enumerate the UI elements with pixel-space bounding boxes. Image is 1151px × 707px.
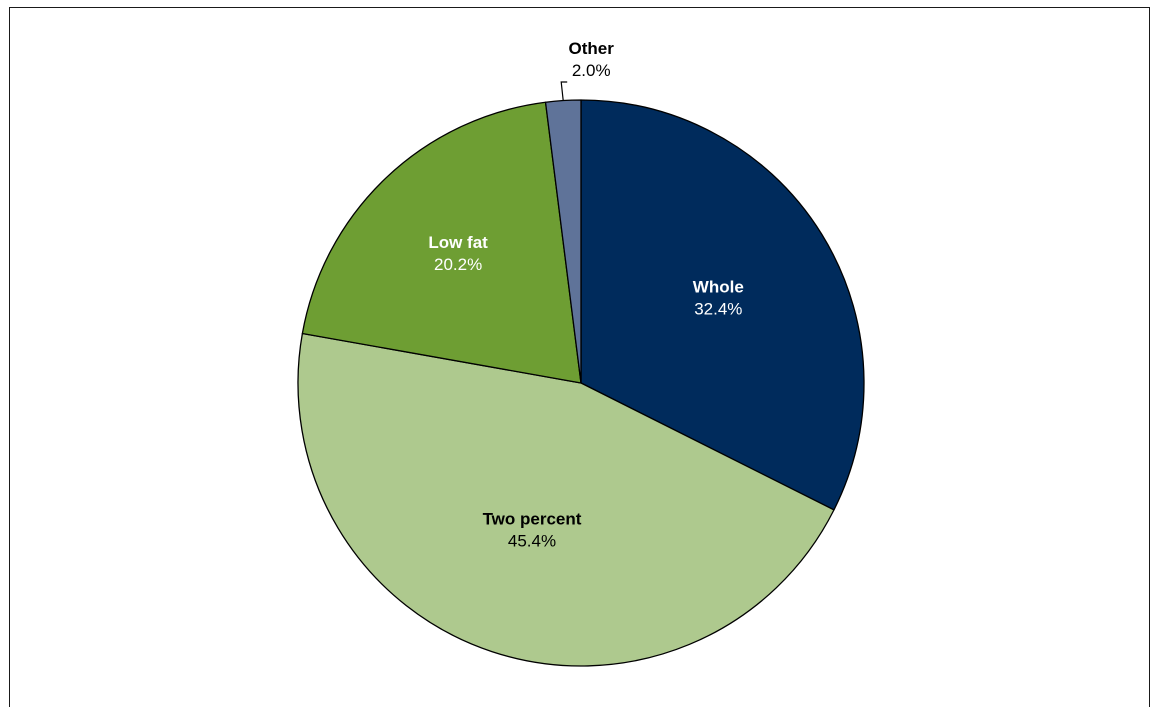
slice-label-two-percent: Two percent [483, 510, 582, 529]
slice-label-low-fat: Low fat [428, 233, 488, 252]
pie-slice-low-fat [301, 101, 582, 384]
slice-value-two-percent: 45.4% [508, 532, 556, 551]
pie-slice-two-percent [297, 332, 835, 667]
slice-label-whole: Whole [693, 277, 744, 296]
leader-line-other [560, 81, 568, 101]
slice-label-other: Other [569, 39, 615, 58]
chart-frame [9, 7, 1150, 707]
slice-value-low-fat: 20.2% [434, 255, 482, 274]
pie-labels: Whole 32.4% Two percent 45.4% Low fat 20.2% Ot… [428, 39, 743, 551]
slice-value-other: 2.0% [572, 61, 611, 80]
pie-slice-whole [580, 99, 865, 511]
slice-value-whole: 32.4% [694, 299, 742, 318]
pie-slices [297, 99, 865, 667]
